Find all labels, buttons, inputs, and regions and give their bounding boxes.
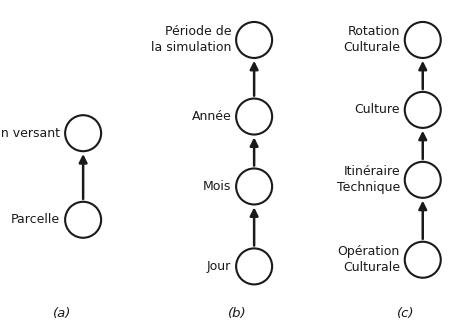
Text: Rotation
Culturale: Rotation Culturale — [343, 25, 400, 55]
Text: Jour: Jour — [207, 260, 231, 273]
Ellipse shape — [405, 162, 441, 198]
Text: Année: Année — [191, 110, 231, 123]
Text: Période de
la simulation: Période de la simulation — [151, 25, 231, 55]
Ellipse shape — [405, 22, 441, 58]
Ellipse shape — [236, 22, 272, 58]
Ellipse shape — [236, 248, 272, 284]
Text: Mois: Mois — [203, 180, 231, 193]
Ellipse shape — [65, 202, 101, 238]
Text: (c): (c) — [398, 307, 415, 320]
Ellipse shape — [236, 99, 272, 135]
Ellipse shape — [405, 242, 441, 278]
Text: Bassin versant: Bassin versant — [0, 127, 60, 140]
Text: (b): (b) — [228, 307, 247, 320]
Text: Itinéraire
Technique: Itinéraire Technique — [337, 165, 400, 194]
Text: Parcelle: Parcelle — [11, 213, 60, 226]
Ellipse shape — [65, 115, 101, 151]
Text: Culture: Culture — [354, 103, 400, 117]
Ellipse shape — [236, 168, 272, 204]
Ellipse shape — [405, 92, 441, 128]
Text: Opération
Culturale: Opération Culturale — [338, 245, 400, 274]
Text: (a): (a) — [53, 307, 71, 320]
